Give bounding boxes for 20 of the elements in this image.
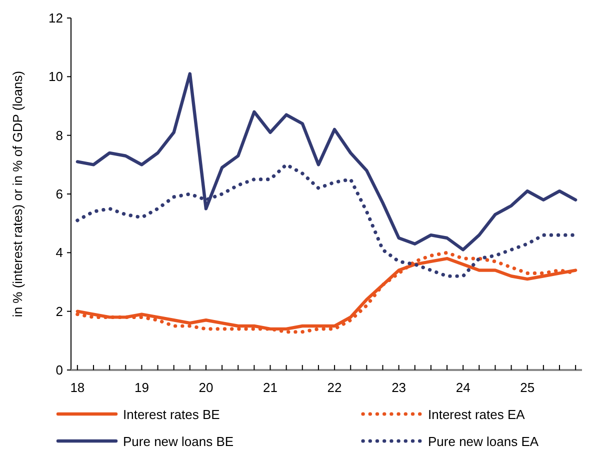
x-tick-label: 18: [70, 380, 85, 395]
y-tick-label: 6: [56, 186, 63, 202]
legend-label: Interest rates EA: [428, 407, 526, 422]
y-tick-label: 10: [48, 69, 63, 84]
legend-label: Pure new loans BE: [123, 434, 234, 449]
y-axis-title: in % (interest rates) or in % of GDP (loans): [10, 70, 25, 318]
x-tick-label: 24: [456, 380, 470, 395]
y-tick-label: 0: [56, 362, 63, 378]
x-tick-label: 22: [327, 380, 342, 395]
x-tick-label: 20: [198, 380, 214, 395]
legend-label: Pure new loans EA: [428, 434, 539, 449]
y-tick-label: 2: [56, 304, 63, 319]
y-tick-label: 12: [48, 10, 63, 26]
x-tick-label: 23: [392, 380, 406, 395]
x-tick-label: 19: [134, 380, 149, 395]
y-tick-label: 8: [56, 128, 63, 143]
x-tick-label: 21: [263, 380, 278, 395]
legend-label: Interest rates BE: [123, 407, 220, 422]
y-tick-label: 4: [56, 245, 63, 260]
x-tick-label: 25: [520, 380, 535, 395]
